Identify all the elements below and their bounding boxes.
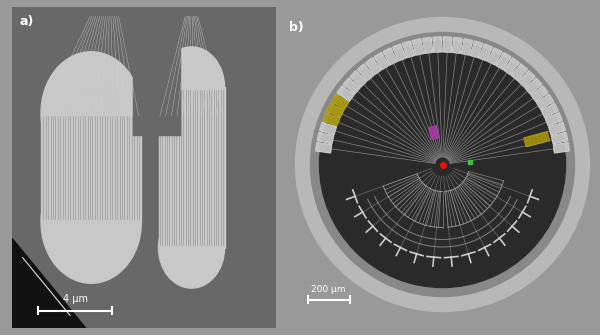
Polygon shape: [531, 86, 548, 102]
Bar: [41, 113, 142, 222]
Polygon shape: [12, 238, 86, 328]
Text: a): a): [20, 15, 34, 28]
Polygon shape: [551, 132, 568, 144]
Polygon shape: [518, 71, 535, 87]
Ellipse shape: [158, 47, 224, 127]
Polygon shape: [393, 44, 406, 61]
Circle shape: [320, 42, 566, 287]
Text: 200 μm: 200 μm: [311, 285, 346, 294]
Ellipse shape: [158, 208, 224, 288]
Polygon shape: [403, 41, 415, 58]
Polygon shape: [479, 44, 492, 61]
Polygon shape: [327, 104, 344, 118]
Polygon shape: [332, 94, 349, 109]
Polygon shape: [504, 58, 519, 75]
Polygon shape: [316, 143, 332, 153]
Polygon shape: [452, 38, 462, 53]
Bar: [133, 45, 179, 135]
Polygon shape: [343, 78, 360, 94]
Polygon shape: [545, 113, 562, 126]
Polygon shape: [323, 113, 340, 126]
Polygon shape: [350, 71, 367, 87]
Polygon shape: [443, 37, 452, 52]
Bar: [158, 87, 224, 248]
Polygon shape: [317, 132, 334, 144]
Polygon shape: [524, 132, 550, 147]
Polygon shape: [423, 38, 433, 53]
Polygon shape: [374, 53, 389, 70]
Polygon shape: [433, 37, 442, 52]
Polygon shape: [461, 39, 472, 55]
Circle shape: [296, 17, 589, 312]
Ellipse shape: [41, 52, 142, 174]
Polygon shape: [413, 39, 424, 55]
Polygon shape: [496, 53, 511, 70]
Polygon shape: [488, 48, 502, 65]
Polygon shape: [541, 104, 558, 118]
Polygon shape: [320, 123, 337, 135]
Polygon shape: [429, 126, 439, 139]
Polygon shape: [470, 41, 482, 58]
Polygon shape: [366, 58, 381, 75]
Circle shape: [311, 32, 575, 296]
Polygon shape: [358, 64, 374, 81]
Text: 4 μm: 4 μm: [63, 293, 88, 304]
Polygon shape: [548, 123, 565, 135]
Ellipse shape: [41, 161, 142, 283]
Polygon shape: [525, 78, 542, 94]
Polygon shape: [337, 86, 354, 102]
Text: b): b): [290, 20, 304, 34]
Polygon shape: [536, 94, 553, 109]
Polygon shape: [553, 143, 569, 153]
Polygon shape: [383, 48, 397, 65]
Polygon shape: [511, 64, 527, 81]
